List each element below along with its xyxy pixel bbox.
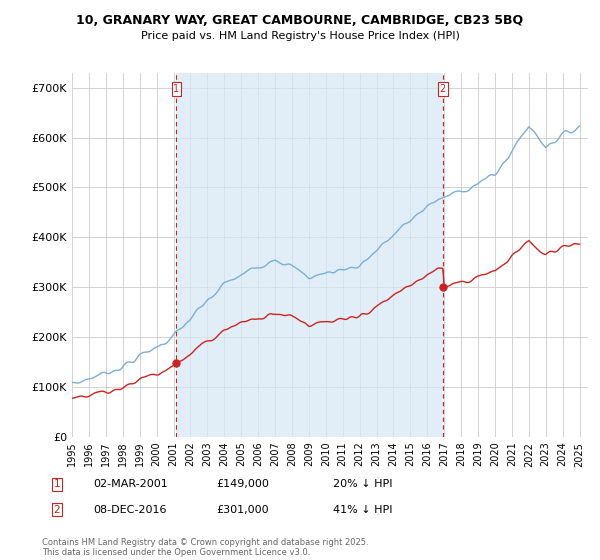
Text: 2: 2 [440, 84, 446, 94]
Text: 10, GRANARY WAY, GREAT CAMBOURNE, CAMBRIDGE, CB23 5BQ: 10, GRANARY WAY, GREAT CAMBOURNE, CAMBRI… [76, 14, 524, 27]
Text: 02-MAR-2001: 02-MAR-2001 [93, 479, 168, 489]
Text: £149,000: £149,000 [216, 479, 269, 489]
Bar [176, 73, 443, 437]
Text: 20% ↓ HPI: 20% ↓ HPI [333, 479, 392, 489]
Text: £301,000: £301,000 [216, 505, 269, 515]
Text: 2: 2 [53, 505, 61, 515]
Text: 41% ↓ HPI: 41% ↓ HPI [333, 505, 392, 515]
Text: 1: 1 [173, 84, 179, 94]
Text: Contains HM Land Registry data © Crown copyright and database right 2025.
This d: Contains HM Land Registry data © Crown c… [42, 538, 368, 557]
Text: 1: 1 [53, 479, 61, 489]
Text: 08-DEC-2016: 08-DEC-2016 [93, 505, 167, 515]
Text: Price paid vs. HM Land Registry's House Price Index (HPI): Price paid vs. HM Land Registry's House … [140, 31, 460, 41]
